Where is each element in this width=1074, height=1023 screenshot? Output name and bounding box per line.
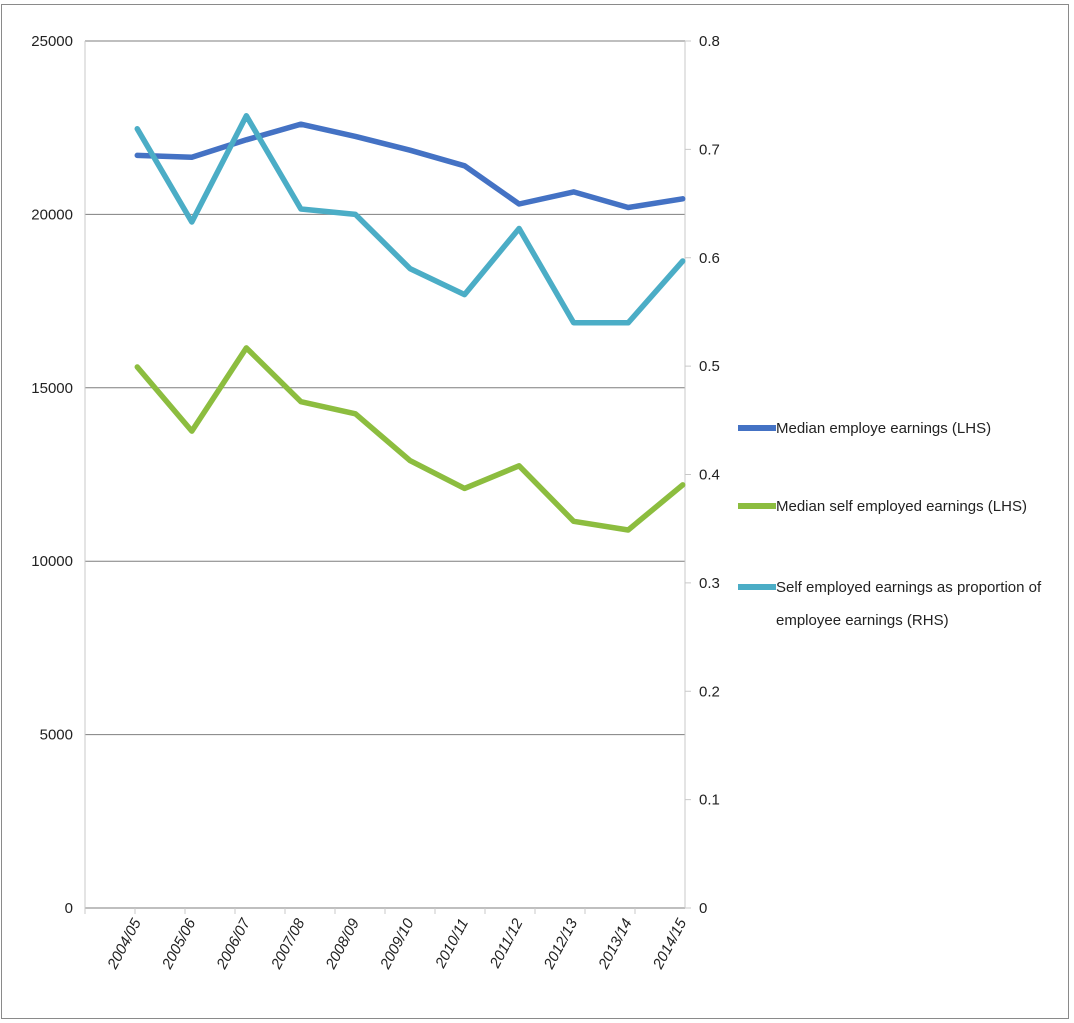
- legend: Median employe earnings (LHS) Median self…: [738, 420, 1042, 629]
- legend-label: Self employed earnings as proportion of: [776, 579, 1042, 596]
- right-tick-label: 0.4: [699, 467, 720, 484]
- right-tick-label: 0.3: [699, 575, 720, 592]
- right-axis-ticks: 0 0.1 0.2 0.3 0.4 0.5 0.6 0.7 0.8: [685, 33, 720, 917]
- data-point: [573, 191, 575, 193]
- data-point: [518, 228, 520, 229]
- data-point: [518, 203, 520, 205]
- left-tick-label: 25000: [31, 33, 73, 50]
- x-tick-label: 2009/10: [377, 915, 418, 972]
- legend-label: Median self employed earnings (LHS): [776, 498, 1027, 515]
- data-point: [136, 128, 138, 130]
- left-tick-label: 20000: [31, 206, 73, 223]
- data-point: [300, 401, 302, 403]
- x-tick-label: 2005/06: [158, 915, 199, 972]
- left-tick-label: 10000: [31, 553, 73, 570]
- right-tick-label: 0.7: [699, 141, 720, 158]
- right-tick-label: 0.1: [699, 792, 720, 809]
- data-point: [409, 268, 411, 270]
- x-tick-label: 2012/13: [540, 915, 581, 972]
- data-point: [573, 322, 575, 324]
- data-point: [409, 149, 411, 151]
- left-tick-label: 15000: [31, 380, 73, 397]
- data-point: [354, 413, 356, 415]
- data-point: [245, 347, 247, 349]
- data-point: [354, 213, 356, 215]
- x-tick-label: 2008/09: [322, 915, 363, 972]
- x-tick-label: 2013/14: [595, 916, 636, 973]
- data-point: [191, 221, 193, 223]
- data-point: [627, 207, 629, 208]
- x-tick-label: 2007/08: [267, 915, 308, 972]
- data-point: [409, 460, 411, 462]
- chart-frame: 0 5000 10000 15000 20000 25000 0 0.1 0.2 0.3 0.4 0…: [1, 4, 1069, 1019]
- data-point: [682, 198, 684, 200]
- data-point: [245, 115, 247, 117]
- data-point: [354, 135, 356, 137]
- left-tick-label: 0: [65, 900, 73, 917]
- x-tick-label: 2011/12: [486, 915, 527, 971]
- data-point: [191, 430, 193, 432]
- right-tick-label: 0.2: [699, 683, 720, 700]
- data-point: [518, 465, 520, 467]
- left-tick-label: 5000: [40, 727, 73, 744]
- legend-label: employee earnings (RHS): [776, 612, 949, 629]
- data-point: [300, 208, 302, 210]
- x-axis-ticks: 2004/05 2005/06 2006/07 2007/08 2008/09 2009/…: [84, 908, 691, 973]
- data-point: [627, 529, 629, 531]
- series-lines: [134, 113, 686, 533]
- data-point: [464, 294, 466, 296]
- data-point: [573, 520, 575, 522]
- right-tick-label: 0.6: [699, 250, 720, 267]
- data-point: [245, 139, 247, 141]
- series-line-2: [134, 345, 686, 533]
- x-tick-label: 2004/05: [104, 915, 145, 972]
- data-point: [627, 322, 629, 324]
- axes: [84, 41, 686, 908]
- x-tick-label: 2014/15: [649, 915, 690, 972]
- gridlines: [85, 40, 685, 909]
- data-point: [300, 123, 302, 125]
- x-tick-label: 2006/07: [213, 915, 254, 972]
- data-point: [191, 156, 193, 158]
- right-tick-label: 0.8: [699, 33, 720, 50]
- data-point: [464, 165, 466, 167]
- data-point: [136, 366, 138, 368]
- data-point: [682, 484, 684, 486]
- data-point: [136, 154, 138, 156]
- left-axis-ticks: 0 5000 10000 15000 20000 25000: [31, 33, 73, 917]
- right-tick-label: 0.5: [699, 358, 720, 375]
- data-point: [682, 260, 684, 262]
- right-tick-label: 0: [699, 900, 707, 917]
- legend-label: Median employe earnings (LHS): [776, 420, 991, 437]
- x-tick-label: 2010/11: [432, 916, 472, 972]
- data-point: [464, 487, 466, 489]
